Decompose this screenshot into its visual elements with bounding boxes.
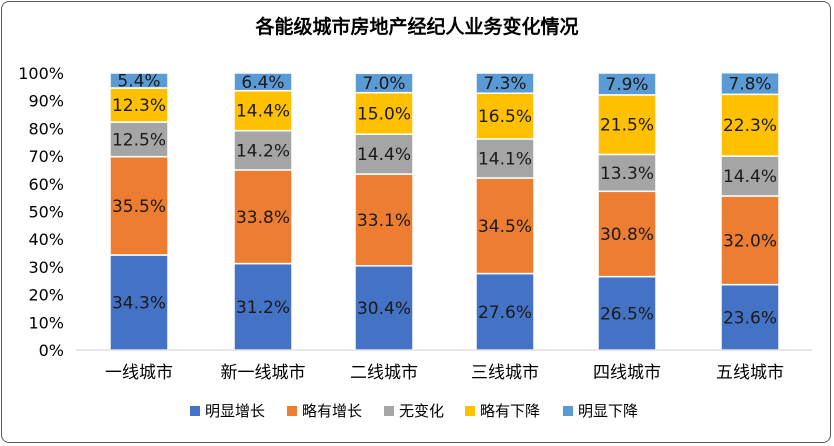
bar-segment bbox=[233, 129, 293, 171]
bar-segment bbox=[109, 121, 169, 158]
y-tick-label: 30% bbox=[28, 258, 64, 277]
legend-swatch bbox=[190, 406, 200, 416]
bar-segment bbox=[475, 72, 535, 94]
data-label: 32.0% bbox=[723, 231, 777, 251]
y-tick-label: 10% bbox=[28, 313, 64, 332]
legend-label: 明显增长 bbox=[205, 402, 265, 420]
data-label: 30.4% bbox=[357, 299, 411, 319]
data-label: 33.8% bbox=[236, 208, 290, 228]
data-label: 14.4% bbox=[236, 102, 290, 122]
chart-title: 各能级城市房地产经纪人业务变化情况 bbox=[254, 15, 578, 38]
bar-segment bbox=[597, 275, 657, 351]
legend-label: 略有下降 bbox=[480, 402, 540, 420]
x-tick-label: 三线城市 bbox=[471, 363, 539, 383]
data-label: 30.8% bbox=[600, 225, 654, 245]
data-label: 23.6% bbox=[723, 308, 777, 328]
data-label: 21.5% bbox=[600, 116, 654, 136]
data-label: 33.1% bbox=[357, 211, 411, 231]
data-label: 7.0% bbox=[362, 74, 405, 94]
bar-segment bbox=[233, 72, 293, 92]
bars: 34.3% 35.5% 12.5% 12.3% 5.4% 31.2% 33.8% 14.2% 1… bbox=[109, 71, 780, 351]
data-label: 35.5% bbox=[112, 197, 166, 217]
data-label: 14.2% bbox=[236, 141, 290, 161]
bar-segment bbox=[475, 92, 535, 140]
y-tick-label: 60% bbox=[28, 175, 64, 194]
y-tick-label: 90% bbox=[28, 92, 64, 111]
x-axis: 一线城市 新一线城市 二线城市 三线城市 四线城市 五线城市 bbox=[76, 349, 812, 383]
y-tick-label: 40% bbox=[28, 230, 64, 249]
bar-segment bbox=[354, 173, 414, 267]
legend-label: 略有增长 bbox=[302, 402, 362, 420]
legend-swatch bbox=[287, 406, 297, 416]
bar-segment bbox=[354, 91, 414, 135]
bar-segment bbox=[720, 71, 780, 96]
legend-label: 无变化 bbox=[399, 402, 444, 420]
bar-segment bbox=[233, 169, 293, 265]
data-label: 14.1% bbox=[478, 149, 532, 169]
data-label: 34.3% bbox=[112, 293, 166, 313]
y-tick-label: 50% bbox=[28, 203, 64, 222]
data-label: 16.5% bbox=[478, 107, 532, 127]
data-label: 7.3% bbox=[483, 74, 526, 94]
bar-segment bbox=[475, 177, 535, 275]
x-tick-label: 二线城市 bbox=[350, 363, 418, 383]
data-label: 13.3% bbox=[600, 164, 654, 184]
bar-segment bbox=[720, 93, 780, 157]
legend: 明显增长 略有增长 无变化 略有下降 明显下降 bbox=[190, 402, 638, 420]
bar-segment bbox=[354, 72, 414, 94]
data-label: 6.4% bbox=[241, 73, 284, 93]
legend-swatch bbox=[563, 406, 573, 416]
bar-segment bbox=[109, 254, 169, 351]
bar-segment bbox=[354, 265, 414, 351]
data-label: 7.9% bbox=[605, 75, 648, 95]
y-axis: 0% 10% 20% 30% 40% 50% 60% 70% 80% 90% 100% bbox=[18, 64, 64, 360]
data-label: 31.2% bbox=[236, 298, 290, 318]
data-label: 14.4% bbox=[723, 167, 777, 187]
y-tick-label: 0% bbox=[39, 341, 64, 360]
bar-segment bbox=[109, 72, 169, 89]
data-label: 34.5% bbox=[478, 217, 532, 237]
bar-segment bbox=[597, 190, 657, 278]
y-tick-label: 20% bbox=[28, 286, 64, 305]
bar-segment bbox=[475, 272, 535, 351]
x-tick-label: 新一线城市 bbox=[221, 363, 306, 383]
data-label: 15.0% bbox=[357, 104, 411, 124]
bar-segment bbox=[597, 72, 657, 96]
data-label: 26.5% bbox=[600, 304, 654, 324]
data-label: 12.3% bbox=[112, 96, 166, 116]
bar-segment bbox=[720, 283, 780, 351]
y-tick-label: 80% bbox=[28, 119, 64, 138]
bar-segment bbox=[233, 89, 293, 132]
legend-swatch bbox=[384, 406, 394, 416]
data-label: 14.4% bbox=[357, 145, 411, 165]
legend-swatch bbox=[465, 406, 475, 416]
data-label: 22.3% bbox=[723, 116, 777, 136]
bar-segment bbox=[597, 94, 657, 156]
x-tick-label: 一线城市 bbox=[105, 363, 173, 383]
data-label: 27.6% bbox=[478, 303, 532, 323]
x-tick-label: 五线城市 bbox=[716, 363, 784, 383]
x-tick-label: 四线城市 bbox=[593, 363, 661, 383]
legend-label: 明显下降 bbox=[578, 402, 638, 420]
data-label: 7.8% bbox=[728, 75, 771, 95]
y-tick-label: 100% bbox=[18, 64, 64, 83]
bar-segment bbox=[720, 195, 780, 286]
data-label: 12.5% bbox=[112, 130, 166, 150]
y-tick-label: 70% bbox=[28, 147, 64, 166]
data-label: 5.4% bbox=[117, 71, 160, 91]
